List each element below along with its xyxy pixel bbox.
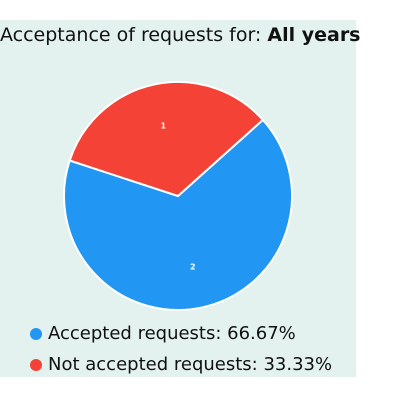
chart-title: Acceptance of requests for: All years	[0, 24, 361, 46]
legend-label-not-accepted: Not accepted requests: 33.33%	[48, 354, 333, 375]
legend-item-accepted[interactable]: Accepted requests: 66.67%	[30, 318, 350, 349]
chart-title-highlight: All years	[267, 24, 361, 46]
pie-slice-not-accepted[interactable]	[68, 81, 265, 198]
legend-dot-accepted	[30, 327, 42, 340]
legend-label-accepted: Accepted requests: 66.67%	[48, 323, 296, 344]
pie-slice-label-accepted: 2	[190, 262, 196, 271]
legend-item-not-accepted[interactable]: Not accepted requests: 33.33%	[30, 349, 350, 380]
legend-dot-not-accepted	[30, 358, 42, 371]
pie-slice-label-not-accepted: 1	[160, 122, 166, 131]
chart-title-prefix: Acceptance of requests for:	[0, 24, 268, 46]
chart-legend: Accepted requests: 66.67% Not accepted r…	[30, 318, 350, 380]
pie-slice-accepted[interactable]	[63, 118, 293, 311]
